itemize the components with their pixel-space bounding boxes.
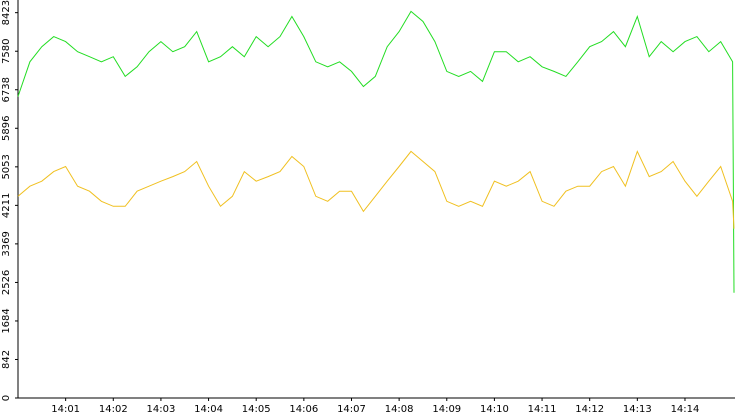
y-tick-label: 5896 xyxy=(1,116,12,141)
y-tick-label: 842 xyxy=(1,350,12,369)
y-tick-label: 8423 xyxy=(1,0,12,25)
y-tick-label: 4211 xyxy=(1,193,12,218)
y-tick-label: 6738 xyxy=(1,77,12,102)
series-line xyxy=(17,10,735,293)
x-tick-label: 14:14 xyxy=(671,404,700,415)
y-tick-label: 2526 xyxy=(1,270,12,295)
y-tick-label: 7580 xyxy=(1,39,12,64)
x-tick-label: 14:06 xyxy=(289,404,318,415)
x-tick-label: 14:07 xyxy=(337,404,366,415)
x-tick-label: 14:04 xyxy=(194,404,223,415)
x-tick-label: 14:02 xyxy=(99,404,128,415)
x-tick-label: 14:11 xyxy=(528,404,557,415)
x-tick-label: 14:13 xyxy=(623,404,652,415)
x-tick-label: 14:08 xyxy=(385,404,414,415)
x-tick-label: 14:12 xyxy=(575,404,604,415)
x-tick-label: 14:10 xyxy=(480,404,509,415)
x-tick-label: 14:05 xyxy=(242,404,271,415)
series-line xyxy=(17,150,735,229)
x-tick-label: 14:03 xyxy=(147,404,176,415)
y-tick-label: 1684 xyxy=(1,308,12,333)
y-tick-label: 0 xyxy=(1,395,12,401)
y-tick-label: 5053 xyxy=(1,154,12,179)
x-tick-label: 14:09 xyxy=(432,404,461,415)
x-tick-label: 14:01 xyxy=(51,404,80,415)
y-tick-label: 3369 xyxy=(1,231,12,256)
